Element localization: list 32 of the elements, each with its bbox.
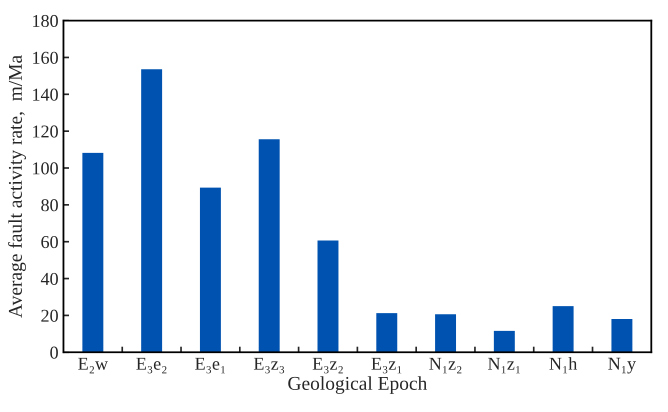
x-tick-label: E₃e₂ bbox=[136, 358, 166, 374]
bar bbox=[551, 304, 575, 352]
y-tick-label: 20 bbox=[41, 310, 58, 322]
y-tick-label: 60 bbox=[41, 236, 58, 248]
x-tick-label: N₁z₁ bbox=[488, 358, 520, 374]
y-tick-label: 0 bbox=[50, 346, 58, 359]
y-tick-label: 160 bbox=[33, 52, 58, 64]
y-tick-label: 120 bbox=[33, 125, 58, 138]
x-axis-title: Geological Epoch bbox=[288, 376, 428, 394]
y-tick-label: 140 bbox=[33, 88, 58, 101]
bar bbox=[610, 318, 634, 352]
x-tick-label: N₁y bbox=[608, 358, 636, 374]
bar bbox=[316, 239, 340, 352]
y-tick-label: 80 bbox=[41, 199, 58, 212]
y-tick-label: 40 bbox=[40, 272, 58, 285]
bar bbox=[257, 138, 282, 352]
x-tick-label: E₃z₁ bbox=[371, 358, 402, 374]
y-tick-label: 180 bbox=[33, 14, 58, 28]
y-axis-title: Average fault activity rate, m/Ma bbox=[8, 55, 26, 318]
bar bbox=[434, 312, 458, 352]
bar bbox=[374, 312, 399, 352]
x-tick-label: E₃z₃ bbox=[254, 358, 284, 374]
x-tick-label: E₃z₂ bbox=[312, 358, 343, 374]
bar bbox=[80, 151, 105, 352]
bar bbox=[198, 186, 222, 352]
x-tick-label: N₁z₂ bbox=[429, 358, 462, 374]
x-tick-label: E₃e₁ bbox=[195, 358, 225, 374]
bar bbox=[492, 329, 516, 352]
bar bbox=[140, 68, 164, 352]
y-tick-label: 100 bbox=[33, 162, 58, 174]
x-tick-label: E₂w bbox=[78, 358, 108, 374]
x-tick-label: N₁h bbox=[549, 357, 578, 374]
